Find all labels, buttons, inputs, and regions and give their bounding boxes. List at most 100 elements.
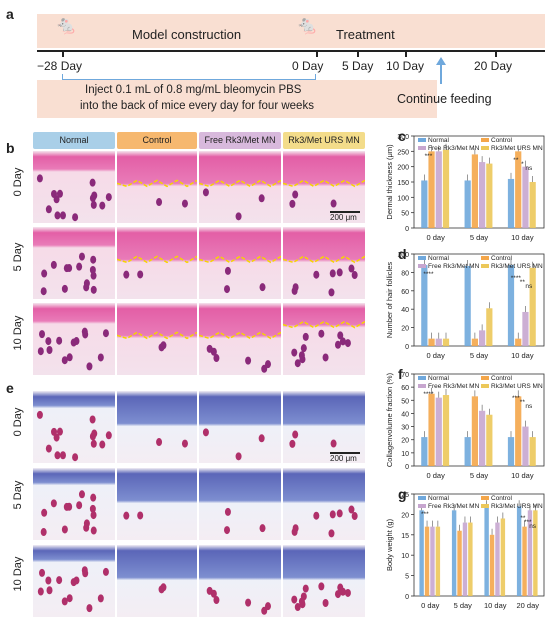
bar xyxy=(486,414,493,466)
bar xyxy=(419,510,424,596)
follicle-mark xyxy=(39,568,46,577)
legend-label: Rk3/Met URS MN xyxy=(491,263,543,270)
follicle-mark xyxy=(102,329,109,338)
bar xyxy=(451,510,457,596)
follicle-mark xyxy=(318,329,325,338)
plot-frame xyxy=(413,493,545,597)
histology-image xyxy=(283,545,365,617)
follicle-mark xyxy=(339,587,346,596)
follicle-mark xyxy=(37,587,44,596)
follicle-mark xyxy=(72,453,79,462)
bar xyxy=(464,180,471,228)
bar xyxy=(522,526,527,596)
histology-image xyxy=(117,545,197,617)
panel-label-d: d xyxy=(398,246,407,262)
follicle-mark xyxy=(137,270,144,279)
histology-image xyxy=(283,151,365,223)
follicle-mark xyxy=(348,505,355,514)
follicle-mark xyxy=(294,359,301,368)
col-header-free: Free Rk3/Met MN xyxy=(199,132,281,149)
significance-label: **** xyxy=(511,275,522,282)
y-tick-label: 10 xyxy=(401,451,409,458)
legend-swatch xyxy=(481,146,489,150)
legend-label: Free Rk3/Met MN xyxy=(428,145,480,152)
continue-feeding-label: Continue feeding xyxy=(397,92,492,106)
follicle-mark xyxy=(328,529,335,538)
tick-mark xyxy=(316,51,318,57)
follicle-mark xyxy=(99,201,106,210)
legend-label: Free Rk3/Met MN xyxy=(428,383,480,390)
scalebar-label: 200 μm xyxy=(330,213,357,222)
follicle-mark xyxy=(259,524,266,533)
histology-image xyxy=(117,468,197,540)
bar xyxy=(533,510,538,596)
legend-swatch xyxy=(481,138,489,142)
legend-swatch xyxy=(481,384,489,388)
legend-label: Control xyxy=(491,495,513,502)
follicle-mark xyxy=(76,501,83,510)
follicle-mark xyxy=(202,428,209,437)
arrow-up-icon xyxy=(440,62,442,84)
histology-image xyxy=(33,227,115,299)
tick-mark xyxy=(62,51,64,57)
scalebar-label-e: 200 μm xyxy=(330,454,357,463)
dermis-boundary xyxy=(199,255,281,264)
follicle-mark xyxy=(66,594,73,603)
legend-swatch xyxy=(481,256,489,260)
y-tick-label: 50 xyxy=(401,398,409,405)
follicle-mark xyxy=(292,283,299,292)
significance-label: ** xyxy=(520,515,526,522)
bar xyxy=(515,338,522,346)
follicle-mark xyxy=(61,525,68,534)
follicle-mark xyxy=(291,595,298,604)
y-tick-label: 25 xyxy=(401,492,409,499)
bar xyxy=(442,149,450,228)
bar xyxy=(471,154,478,228)
bar xyxy=(442,338,450,346)
legend-swatch xyxy=(418,376,426,380)
significance-label: ** xyxy=(513,157,519,164)
follicle-mark xyxy=(302,584,309,593)
follicle-mark xyxy=(56,336,63,345)
x-tick-label: 10 day xyxy=(511,351,534,360)
bar xyxy=(486,163,493,228)
mouse-icon-treatment: 🐁 xyxy=(296,15,319,35)
bar xyxy=(516,506,522,596)
follicle-mark xyxy=(54,451,61,460)
bar xyxy=(515,151,522,228)
follicle-mark xyxy=(300,344,307,353)
follicle-mark xyxy=(292,524,299,533)
y-tick-label: 70 xyxy=(401,372,409,379)
follicle-mark xyxy=(97,353,104,362)
follicle-mark xyxy=(299,355,306,364)
bar xyxy=(430,526,435,596)
legend-label: Rk3/Met URS MN xyxy=(491,145,543,152)
bar xyxy=(529,267,536,346)
timeline-axis xyxy=(37,50,545,52)
follicle-mark xyxy=(330,199,337,208)
histology-image xyxy=(283,391,365,463)
significance-label: ns xyxy=(525,283,533,290)
follicle-mark xyxy=(91,191,98,200)
follicle-mark xyxy=(61,597,68,606)
x-tick-label: 10 day xyxy=(511,233,534,242)
legend-label: Control xyxy=(491,137,513,144)
follicle-mark xyxy=(313,511,320,520)
follicle-mark xyxy=(224,285,231,294)
follicle-mark xyxy=(76,262,83,271)
significance-label: ** xyxy=(520,279,526,286)
legend-swatch xyxy=(418,146,426,150)
row-label-b0: 0 Day xyxy=(12,167,24,197)
bar xyxy=(435,151,442,228)
follicle-mark xyxy=(336,509,343,518)
panel-label-e: e xyxy=(6,380,14,396)
x-tick-label: 20 day xyxy=(516,601,539,610)
y-tick-label: 80 xyxy=(401,270,409,277)
follicle-mark xyxy=(105,431,112,440)
follicle-mark xyxy=(351,271,358,280)
follicle-mark xyxy=(289,199,296,208)
bar xyxy=(471,396,478,466)
y-tick-label: 60 xyxy=(401,289,409,296)
follicle-mark xyxy=(61,284,68,293)
